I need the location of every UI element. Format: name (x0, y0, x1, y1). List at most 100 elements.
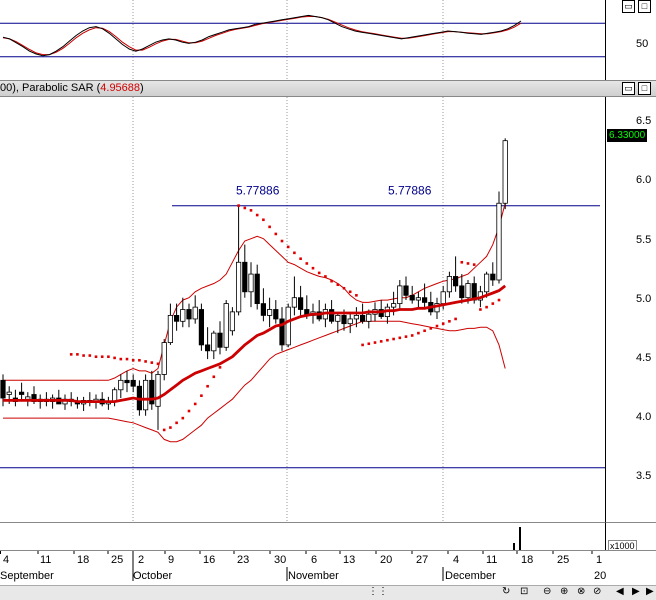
candle-body (415, 297, 422, 301)
x-day-label: 30 (274, 554, 287, 566)
sar-dot (206, 384, 209, 388)
x-month-label: 20 (594, 570, 607, 582)
sar-dot (342, 286, 346, 290)
stochastic-axis: 50 (605, 0, 656, 80)
price-ylabel: 6.0 (636, 174, 652, 186)
candle-body (186, 309, 192, 320)
zoom-out-icon[interactable]: ⊖ (543, 586, 552, 597)
sar-dot (311, 266, 315, 270)
sar-dot (119, 357, 123, 361)
price-axis: 6.5 6.0 5.5 5.0 4.5 4.0 3.5 (605, 97, 656, 522)
price-ylabel: 5.5 (636, 234, 652, 246)
candle-body (167, 315, 173, 343)
candle-body (465, 283, 471, 299)
sar-dot (330, 279, 333, 283)
candle-body (223, 303, 229, 348)
price-chart: 5.77886 5.77886 (0, 97, 605, 522)
restore-window-button[interactable]: ▭ (622, 82, 635, 95)
sar-dot (361, 343, 364, 347)
bollinger-upper-line (3, 203, 506, 381)
sar-dot (305, 262, 309, 265)
candle-body (483, 273, 490, 293)
zoom-reset-icon[interactable]: ⊘ (593, 586, 602, 597)
candle-body (285, 306, 291, 346)
candle-body (180, 309, 186, 322)
lock-icon[interactable]: ⊡ (520, 586, 529, 597)
x-day-label: 1 (596, 554, 603, 566)
zoom-fit-icon[interactable]: ⊗ (577, 586, 586, 597)
price-pane-titlebar: 00), Parabolic SAR (4.95688) ▭ □ (0, 80, 656, 97)
refresh-icon[interactable]: ↻ (502, 586, 511, 597)
x-axis: 4 11 18 25 2 9 16 23 30 6 13 20 27 4 11 … (0, 550, 656, 586)
stoch-restore-button[interactable]: ▭ (622, 0, 635, 13)
maximize-window-button[interactable]: □ (638, 82, 651, 95)
sar-dot (274, 232, 278, 236)
candle-body (347, 318, 353, 325)
sar-dot (113, 356, 116, 360)
sar-dot (107, 355, 110, 359)
candle-body (366, 313, 372, 322)
scroll-right-icon[interactable]: ▶ (632, 586, 640, 597)
candle-body (198, 309, 204, 346)
stoch-maximize-button[interactable]: □ (638, 0, 651, 13)
sar-dot (299, 257, 302, 261)
candle-body (204, 344, 211, 352)
sar-dot (348, 290, 352, 294)
x-day-label: 18 (77, 554, 90, 566)
x-day-label: 25 (111, 554, 124, 566)
candle-body (335, 315, 341, 322)
scroll-end-icon[interactable]: ▶ (646, 586, 654, 597)
x-day-label: 6 (311, 554, 318, 566)
candle-body (409, 294, 415, 301)
candle-body (6, 391, 12, 395)
candle-body (397, 285, 403, 304)
price-pane: 5.77886 5.77886 (0, 97, 605, 522)
candle-body (161, 342, 167, 375)
zoom-in-icon[interactable]: ⊕ (560, 586, 569, 597)
sar-value: 4.95688 (100, 82, 141, 94)
sar-dot (162, 428, 166, 432)
sar-dot (355, 294, 358, 297)
sar-dot (212, 375, 216, 379)
candle-body (155, 374, 161, 407)
sar-dot (429, 327, 433, 330)
candle-body (341, 315, 347, 325)
sar-dot (423, 329, 426, 333)
sar-dot (286, 245, 290, 249)
price-ylabel: 5.0 (636, 293, 652, 305)
sar-dot (144, 360, 147, 363)
scrollbar-grip-icon[interactable]: ⋮⋮ (368, 586, 388, 597)
sar-dot (435, 324, 439, 328)
x-day-label: 11 (40, 554, 52, 566)
volume-axis: x1000 (605, 522, 656, 552)
sar-dot (324, 275, 327, 278)
sar-dot (82, 354, 85, 357)
sar-dot (181, 416, 185, 420)
sar-dot (88, 354, 92, 357)
candle-body (421, 297, 428, 303)
volume-chart (513, 527, 521, 551)
sar-dot (76, 353, 79, 356)
candle-body (0, 379, 6, 399)
candle-body (459, 285, 465, 299)
stochastic-pane (0, 0, 605, 80)
candle-body (112, 389, 118, 402)
sar-dot (131, 358, 135, 362)
sar-dot (497, 298, 501, 302)
sar-dot (479, 308, 482, 311)
x-day-label: 27 (416, 554, 429, 566)
candle-body (235, 261, 242, 313)
price-ylabel: 4.0 (636, 411, 652, 423)
candle-body (25, 396, 31, 400)
x-day-label: 2 (138, 554, 145, 566)
candle-body (229, 311, 235, 332)
sar-dot (175, 421, 178, 425)
last-price-badge: 6.33000 (607, 129, 648, 142)
x-axis-ticks (0, 551, 593, 581)
sar-dot (386, 338, 389, 342)
resistance-value-label: 5.77886 (236, 184, 280, 198)
scroll-left-icon[interactable]: ◀ (616, 586, 624, 597)
candle-body (211, 332, 217, 352)
sar-dot (448, 320, 451, 323)
candle-body (353, 315, 360, 320)
